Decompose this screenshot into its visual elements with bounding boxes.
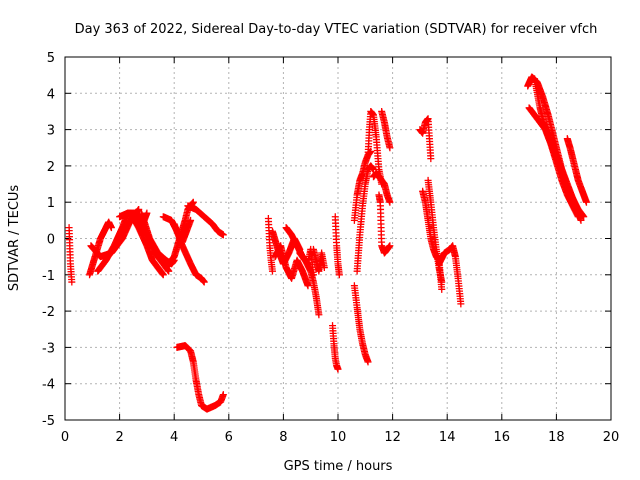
x-axis-label: GPS time / hours <box>284 459 393 474</box>
x-tick-label: 16 <box>494 430 511 445</box>
data-point <box>320 264 328 272</box>
data-point <box>582 198 590 206</box>
data-point <box>457 300 465 308</box>
x-tick-label: 8 <box>279 430 287 445</box>
y-axis-label: SDTVAR / TECUs <box>7 185 22 292</box>
y-tick-label: -1 <box>42 269 55 284</box>
data-point <box>189 198 197 206</box>
y-tick-label: 2 <box>47 160 55 175</box>
y-tick-label: 4 <box>47 87 55 102</box>
y-tick-label: 3 <box>47 124 55 139</box>
data-point <box>219 231 227 239</box>
x-tick-label: 20 <box>603 430 620 445</box>
y-tick-label: 1 <box>47 196 55 211</box>
x-tick-label: 18 <box>548 430 565 445</box>
x-tick-label: 14 <box>439 430 456 445</box>
data-point <box>364 358 372 366</box>
x-tick-label: 0 <box>61 430 69 445</box>
y-tick-label: 0 <box>47 233 55 248</box>
x-tick-label: 2 <box>115 430 123 445</box>
data-point <box>386 198 394 206</box>
data-point <box>386 242 394 250</box>
data-point <box>200 278 208 286</box>
data-point <box>159 271 167 279</box>
chart-title: Day 363 of 2022, Sidereal Day-to-day VTE… <box>75 22 598 37</box>
data-point <box>577 216 585 224</box>
data-point <box>304 282 312 290</box>
x-tick-label: 4 <box>170 430 178 445</box>
x-tick-label: 12 <box>384 430 401 445</box>
data-point <box>68 278 76 286</box>
y-tick-label: 5 <box>47 51 55 66</box>
data-point <box>219 391 227 399</box>
data-point <box>438 285 446 293</box>
data-point <box>268 267 276 275</box>
y-tick-label: -2 <box>42 305 55 320</box>
x-tick-label: 6 <box>225 430 233 445</box>
data-point <box>438 278 446 286</box>
y-tick-label: -5 <box>42 414 55 429</box>
data-point <box>135 205 143 213</box>
data-point <box>427 155 435 163</box>
y-tick-label: -4 <box>42 378 55 393</box>
y-tick-label: -3 <box>42 341 55 356</box>
data-point <box>386 144 394 152</box>
data-point <box>335 271 343 279</box>
gridlines <box>65 57 611 420</box>
plot-frame <box>64 56 612 421</box>
data-point <box>107 224 115 232</box>
data-point <box>315 311 323 319</box>
data-point <box>165 267 173 275</box>
data-points <box>65 73 590 413</box>
data-point <box>334 365 342 373</box>
x-tick-label: 10 <box>330 430 347 445</box>
